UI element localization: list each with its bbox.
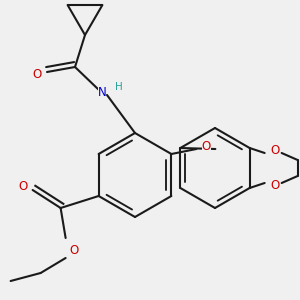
Text: O: O: [270, 178, 279, 191]
Text: N: N: [98, 86, 106, 100]
Text: O: O: [202, 140, 211, 152]
Text: O: O: [32, 68, 42, 80]
Text: O: O: [18, 181, 27, 194]
Text: O: O: [270, 145, 279, 158]
Text: H: H: [115, 82, 123, 92]
Text: O: O: [69, 244, 78, 256]
